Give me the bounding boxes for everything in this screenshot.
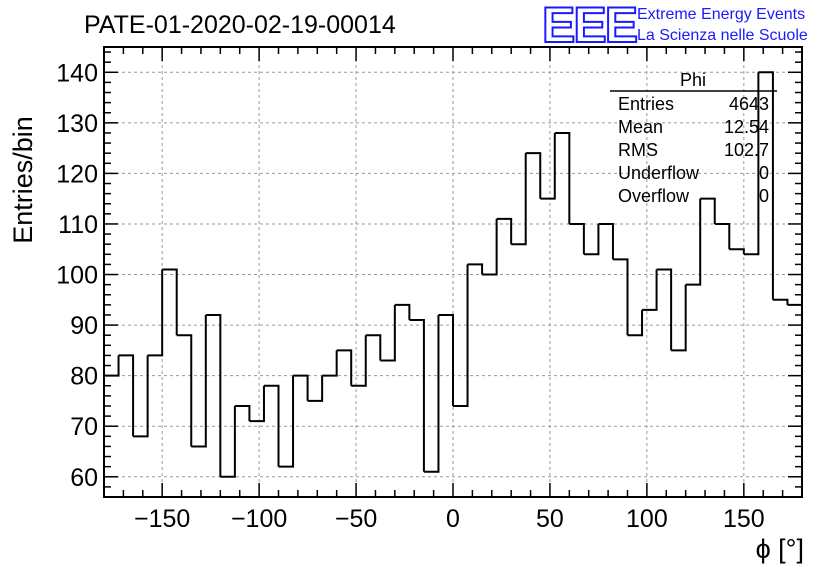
histogram-bin-5 <box>176 334 193 447</box>
histogram-bin-37 <box>642 269 658 311</box>
histogram-bin-27 <box>496 217 513 245</box>
stats-value: 12.54 <box>724 117 769 137</box>
histogram-bin-6 <box>191 314 207 448</box>
histogram-bin-39 <box>671 284 687 352</box>
y-tick-label: 90 <box>70 312 98 340</box>
chart-title: PATE-01-2020-02-19-00014 <box>84 11 396 39</box>
stats-label: Entries <box>618 94 674 114</box>
histogram-bin-16 <box>336 349 353 386</box>
stats-value: 0 <box>759 163 769 183</box>
y-axis-ticks: 60 70 80 90 100 110 120 130 140 <box>56 51 802 492</box>
histogram-bin-22 <box>423 314 440 473</box>
histogram-bin-28 <box>511 153 527 246</box>
stats-value: 4643 <box>729 94 769 114</box>
y-tick-label: 80 <box>70 363 98 391</box>
y-tick-label: 70 <box>70 413 98 441</box>
histogram-bin-24 <box>453 264 469 407</box>
x-tick-label: −150 <box>134 505 190 533</box>
histogram-bin-7 <box>205 313 222 477</box>
histogram-bin-10 <box>249 385 265 423</box>
histogram-bin-19 <box>380 304 396 362</box>
histogram-bin-42 <box>714 222 731 250</box>
x-tick-label: 100 <box>626 505 668 533</box>
y-tick-label: 120 <box>56 160 98 188</box>
histogram-bin-30 <box>540 132 556 200</box>
histogram-bin-20 <box>394 303 411 321</box>
histogram-bin-38 <box>656 268 673 351</box>
logo-line-1: Extreme Energy Events <box>637 6 805 23</box>
x-axis-ticks: −150 −100 −50 0 50 100 150 <box>103 47 803 533</box>
stats-value: 0 <box>759 186 769 206</box>
histogram-bin-41 <box>700 197 716 224</box>
histogram-bin-17 <box>351 335 367 387</box>
histogram-bin-11 <box>263 384 280 467</box>
histogram-bin-31 <box>554 131 571 224</box>
eee-logo: EEE Extreme Energy Events La Scienza nel… <box>541 0 808 54</box>
histogram-bin-40 <box>685 198 702 286</box>
histogram-bin-43 <box>729 248 745 255</box>
stats-rows: Entries 4643 Mean 12.54 RMS 102.7 Underflow 0 Ov… <box>618 94 769 206</box>
histogram-bin-13 <box>293 374 309 401</box>
x-tick-label: 50 <box>536 505 564 533</box>
stats-value: 102.7 <box>724 140 769 160</box>
histogram-bin-3 <box>147 269 164 357</box>
logo-mark: EEE <box>542 0 637 53</box>
histogram-bin-2 <box>133 355 149 438</box>
x-tick-label: 0 <box>446 505 460 533</box>
x-tick-label: −100 <box>231 505 287 533</box>
histogram-bin-46 <box>772 298 789 305</box>
histogram-bin-9 <box>234 404 251 422</box>
x-tick-label: −50 <box>335 505 377 533</box>
y-tick-label: 140 <box>56 59 98 87</box>
histogram-bin-12 <box>278 375 295 468</box>
histogram-bin-36 <box>627 309 644 337</box>
stats-title: Phi <box>680 70 706 90</box>
histogram-bin-44 <box>743 72 760 256</box>
histogram-bin-25 <box>467 263 484 275</box>
stats-label: Mean <box>618 117 663 137</box>
histogram-bin-18 <box>365 334 382 361</box>
y-tick-label: 60 <box>70 464 98 492</box>
stats-label: Underflow <box>618 163 700 183</box>
histogram-series <box>104 71 802 478</box>
y-axis-label: Entries/bin <box>8 116 38 244</box>
stats-label: Overflow <box>618 186 690 206</box>
x-axis-label: ϕ [°] <box>756 534 804 564</box>
y-tick-label: 110 <box>58 211 98 239</box>
stats-label: RMS <box>618 140 658 160</box>
histogram-bin-1 <box>118 354 135 437</box>
histogram-bin-21 <box>409 319 425 472</box>
histogram-bin-8 <box>220 405 236 478</box>
histogram-bin-23 <box>438 313 454 406</box>
histogram-bin-14 <box>307 375 324 402</box>
histogram-bin-29 <box>525 152 542 199</box>
histogram-bin-33 <box>583 223 600 256</box>
histogram-bin-45 <box>758 71 774 300</box>
histogram-bin-32 <box>569 222 585 255</box>
y-tick-label: 100 <box>56 262 98 290</box>
logo-line-2: La Scienza nelle Scuole <box>637 27 808 44</box>
histogram-bin-35 <box>612 258 629 336</box>
stats-box: Phi Entries 4643 Mean 12.54 RMS 102.7 Underflo… <box>610 70 777 206</box>
y-tick-label: 130 <box>56 110 98 138</box>
histogram-bin-4 <box>162 268 178 336</box>
x-tick-label: 150 <box>723 505 765 533</box>
histogram-bin-34 <box>598 222 614 260</box>
histogram-bin-26 <box>482 218 498 276</box>
histogram-bin-15 <box>322 350 338 377</box>
